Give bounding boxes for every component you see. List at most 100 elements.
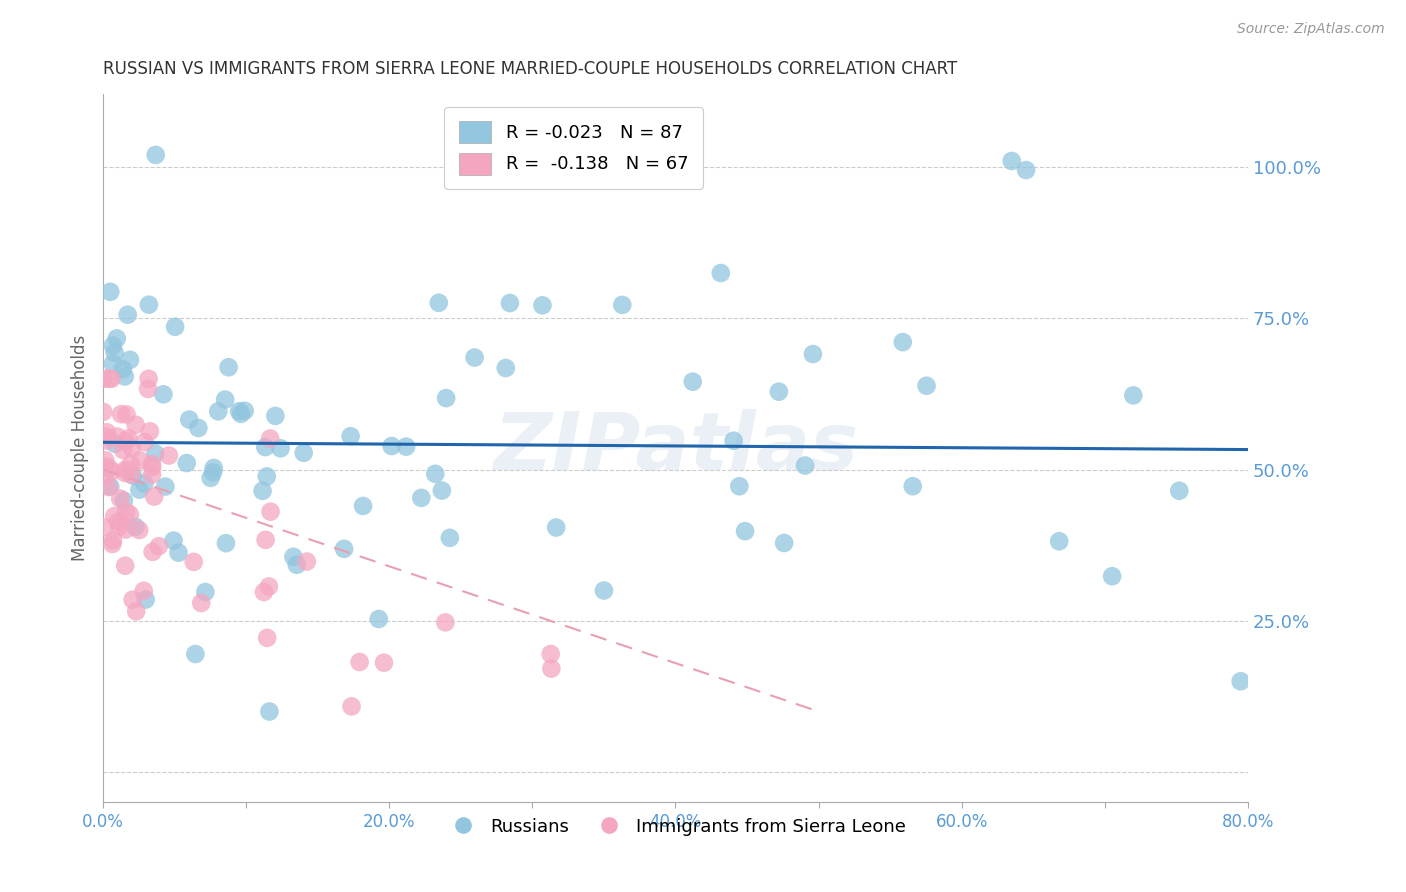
Point xyxy=(184,647,207,661)
Point xyxy=(427,295,450,310)
Point xyxy=(499,296,522,310)
Point xyxy=(100,372,122,386)
Point xyxy=(152,387,174,401)
Point xyxy=(1015,163,1038,178)
Point xyxy=(117,431,139,445)
Point xyxy=(259,432,281,446)
Point xyxy=(593,583,616,598)
Point xyxy=(145,148,167,162)
Text: RUSSIAN VS IMMIGRANTS FROM SIERRA LEONE MARRIED-COUPLE HOUSEHOLDS CORRELATION CH: RUSSIAN VS IMMIGRANTS FROM SIERRA LEONE … xyxy=(103,60,957,78)
Point xyxy=(794,458,817,473)
Point xyxy=(252,483,274,498)
Point xyxy=(143,490,166,504)
Point xyxy=(257,579,280,593)
Point xyxy=(98,372,121,386)
Point xyxy=(114,462,136,476)
Point xyxy=(768,384,790,399)
Point xyxy=(145,447,167,461)
Point xyxy=(214,392,236,407)
Point xyxy=(129,453,152,467)
Point xyxy=(352,499,374,513)
Point xyxy=(112,493,135,508)
Point xyxy=(91,405,114,419)
Point xyxy=(121,441,143,455)
Point xyxy=(1229,674,1251,689)
Point xyxy=(381,439,404,453)
Point xyxy=(108,520,131,534)
Point xyxy=(285,558,308,572)
Point xyxy=(259,505,281,519)
Point xyxy=(228,404,250,418)
Point xyxy=(141,467,163,482)
Point xyxy=(167,546,190,560)
Point xyxy=(179,412,201,426)
Point xyxy=(120,457,142,471)
Point xyxy=(118,508,141,522)
Point xyxy=(135,592,157,607)
Point xyxy=(1001,153,1024,168)
Point xyxy=(125,604,148,618)
Point xyxy=(96,425,118,440)
Point xyxy=(110,407,132,421)
Point xyxy=(157,449,180,463)
Point xyxy=(1101,569,1123,583)
Point xyxy=(254,533,277,547)
Point xyxy=(190,596,212,610)
Point xyxy=(728,479,751,493)
Point xyxy=(682,375,704,389)
Point xyxy=(94,520,117,534)
Point xyxy=(915,378,938,392)
Point xyxy=(120,467,142,482)
Point xyxy=(430,483,453,498)
Point xyxy=(91,372,114,386)
Point xyxy=(134,476,156,491)
Point xyxy=(162,533,184,548)
Point xyxy=(96,434,118,448)
Point xyxy=(94,429,117,443)
Point xyxy=(264,409,287,423)
Point xyxy=(256,469,278,483)
Point xyxy=(103,509,125,524)
Point xyxy=(723,434,745,448)
Y-axis label: Married-couple Households: Married-couple Households xyxy=(72,335,89,561)
Point xyxy=(98,285,121,299)
Point xyxy=(229,407,252,421)
Point xyxy=(155,479,177,493)
Point xyxy=(254,440,277,454)
Point xyxy=(207,404,229,418)
Point xyxy=(373,656,395,670)
Point xyxy=(1168,483,1191,498)
Point xyxy=(200,471,222,485)
Point xyxy=(801,347,824,361)
Point xyxy=(114,523,136,537)
Point xyxy=(121,468,143,483)
Point xyxy=(612,298,634,312)
Point xyxy=(183,555,205,569)
Point xyxy=(340,699,363,714)
Point xyxy=(139,425,162,439)
Point xyxy=(93,470,115,484)
Point xyxy=(148,539,170,553)
Point xyxy=(901,479,924,493)
Point xyxy=(710,266,733,280)
Point xyxy=(138,372,160,386)
Text: Source: ZipAtlas.com: Source: ZipAtlas.com xyxy=(1237,22,1385,37)
Point xyxy=(1047,534,1070,549)
Point xyxy=(349,655,371,669)
Point xyxy=(141,460,163,475)
Point xyxy=(101,338,124,352)
Point xyxy=(411,491,433,505)
Point xyxy=(136,382,159,396)
Point xyxy=(176,456,198,470)
Point xyxy=(107,515,129,529)
Point xyxy=(142,545,165,559)
Point xyxy=(101,464,124,478)
Point xyxy=(111,362,134,376)
Point xyxy=(395,440,418,454)
Point xyxy=(124,520,146,534)
Point xyxy=(124,417,146,432)
Point xyxy=(283,549,305,564)
Point xyxy=(97,480,120,494)
Point xyxy=(118,352,141,367)
Point xyxy=(773,536,796,550)
